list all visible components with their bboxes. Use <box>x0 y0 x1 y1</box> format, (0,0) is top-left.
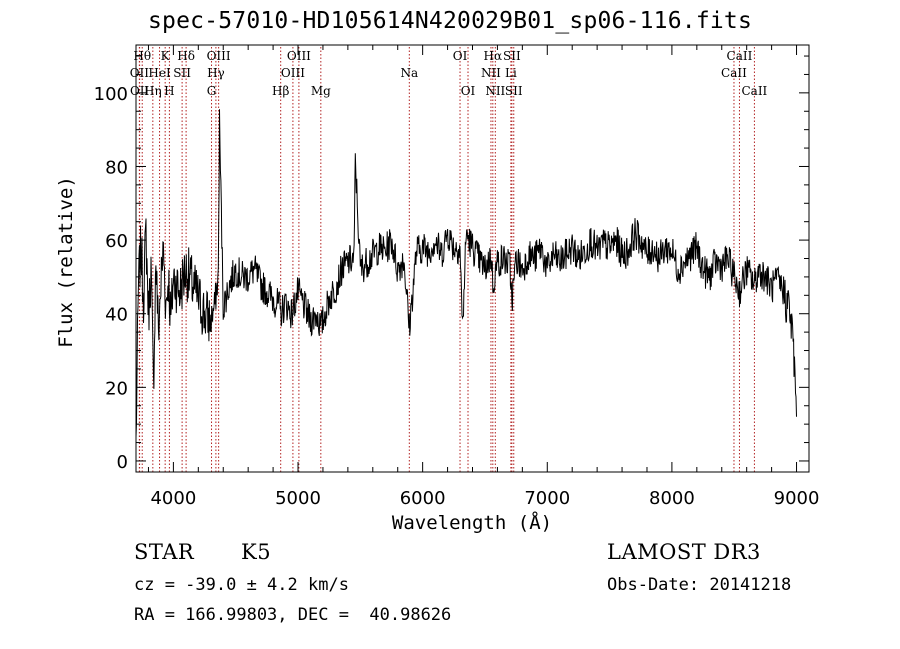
x-tick-label-4: 8000 <box>649 488 695 509</box>
observation-date: Obs-Date: 20141218 <box>607 575 792 595</box>
line-label-22: Li <box>505 66 517 80</box>
x-tick-label-3: 7000 <box>524 488 570 509</box>
line-label-7: SII <box>173 66 191 80</box>
line-label-5: K <box>161 49 171 63</box>
line-label-9: G <box>207 84 217 98</box>
x-tick-label-0: 4000 <box>150 488 196 509</box>
y-tick-label-0: 0 <box>117 452 128 473</box>
line-label-15: Mg <box>311 84 331 98</box>
chart-title: spec-57010-HD105614N420029B01_sp06-116.f… <box>147 8 753 34</box>
line-label-21: NII <box>485 84 505 98</box>
line-label-12: Hβ <box>272 84 289 98</box>
spectrum-trace <box>135 109 797 437</box>
redshift-velocity: cz = -39.0 ± 4.2 km/s <box>134 575 349 595</box>
line-label-24: SII <box>505 84 523 98</box>
line-label-6: H <box>164 84 174 98</box>
y-tick-label-2: 40 <box>105 305 128 326</box>
line-label-27: CaII <box>741 84 767 98</box>
y-tick-label-5: 100 <box>94 84 128 105</box>
spectrum-series <box>135 109 797 437</box>
line-label-3: Hη <box>144 84 162 98</box>
survey-name: LAMOST DR3 <box>607 540 761 564</box>
axes: 4000 5000 6000 7000 8000 9000 0 20 40 60 80 100 <box>94 44 820 509</box>
coordinates: RA = 166.99803, DEC = 40.98626 <box>134 605 452 625</box>
line-label-11: OIII <box>207 49 231 63</box>
y-tick-label-4: 80 <box>105 157 128 178</box>
x-tick-label-2: 6000 <box>400 488 446 509</box>
object-subclass: K5 <box>241 540 272 564</box>
line-label-14: OIII <box>287 49 311 63</box>
line-label-19: NII <box>481 66 501 80</box>
y-tick-label-3: 60 <box>105 231 128 252</box>
line-label-26: CaII <box>727 49 753 63</box>
y-axis-label: Flux (relative) <box>55 176 77 348</box>
line-label-18: OI <box>461 84 476 98</box>
line-label-2: Hθ <box>133 49 151 63</box>
line-label-20: Hα <box>484 49 503 63</box>
line-label-0: OII <box>130 66 150 80</box>
line-label-13: OIII <box>281 66 305 80</box>
line-label-4: HeI <box>148 66 171 80</box>
line-label-16: Na <box>400 66 418 80</box>
line-label-17: OI <box>453 49 468 63</box>
line-label-1: OII <box>130 84 150 98</box>
object-class: STAR <box>134 540 195 564</box>
x-axis-label: Wavelength (Å) <box>392 511 552 534</box>
line-labels: OII OII Hθ Hη HeI K H SII Hδ G Hγ OIII Hβ OIII OIII Mg N… <box>130 49 768 98</box>
line-label-8: Hδ <box>177 49 195 63</box>
line-label-10: Hγ <box>207 66 225 80</box>
plot-frame <box>135 44 810 473</box>
line-label-23: SII <box>503 49 521 63</box>
y-tick-label-1: 20 <box>105 378 128 399</box>
x-tick-label-1: 5000 <box>275 488 321 509</box>
line-label-25: CaII <box>721 66 747 80</box>
x-tick-label-5: 9000 <box>774 488 820 509</box>
line-markers <box>138 47 755 472</box>
